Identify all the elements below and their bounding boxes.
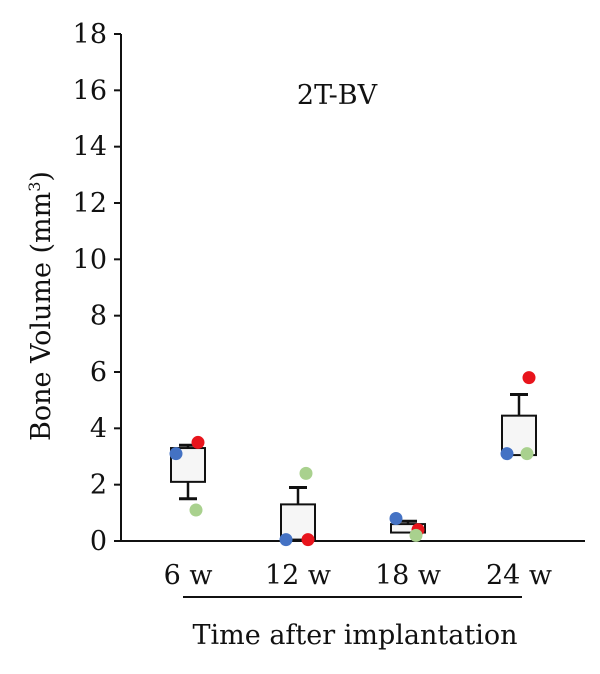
x-tick-label: 18 w bbox=[375, 560, 441, 591]
chart-title: 2T-BV bbox=[297, 80, 378, 111]
y-tick-label: 6 bbox=[90, 357, 107, 388]
data-point-green bbox=[299, 466, 313, 480]
x-tick-label: 24 w bbox=[486, 560, 552, 591]
y-tick-label: 18 bbox=[73, 19, 107, 50]
y-tick-label: 12 bbox=[73, 188, 107, 219]
box-2 bbox=[280, 485, 316, 541]
y-tick-label: 10 bbox=[73, 244, 107, 275]
y-tick-label: 2 bbox=[90, 470, 107, 501]
y-axis-label-superscript: 3 bbox=[25, 182, 44, 192]
y-axis: 0 2 4 6 8 10 12 14 16 18 bbox=[73, 19, 122, 557]
box-4 bbox=[501, 393, 537, 457]
y-axis-label: Bone Volume (mm3) bbox=[25, 171, 57, 441]
y-axis-label-main: Bone Volume (mm bbox=[26, 192, 57, 441]
data-point-green bbox=[189, 503, 203, 517]
data-point-blue bbox=[169, 447, 183, 461]
data-point-green bbox=[520, 447, 534, 461]
points-layer bbox=[169, 371, 536, 547]
data-point-green bbox=[409, 528, 423, 542]
data-point-blue bbox=[500, 447, 514, 461]
x-axis: 6 w 12 w 18 w 24 w bbox=[121, 540, 585, 591]
data-point-red bbox=[191, 435, 205, 449]
y-tick-label: 8 bbox=[90, 301, 107, 332]
y-tick-label: 0 bbox=[90, 526, 107, 557]
x-tick-label: 12 w bbox=[265, 560, 331, 591]
y-tick-label: 14 bbox=[73, 132, 107, 163]
y-axis-label-close: ) bbox=[26, 171, 57, 182]
y-tick-label: 16 bbox=[73, 75, 107, 106]
box-rect bbox=[390, 523, 426, 534]
box-3 bbox=[390, 519, 426, 534]
boxes-layer bbox=[170, 393, 537, 541]
x-tick-label: 6 w bbox=[164, 560, 213, 591]
data-point-blue bbox=[279, 533, 293, 547]
data-point-red bbox=[522, 371, 536, 385]
data-point-red bbox=[301, 533, 315, 547]
y-tick-label: 4 bbox=[90, 413, 107, 444]
x-axis-label: Time after implantation bbox=[193, 620, 518, 651]
data-point-blue bbox=[389, 511, 403, 525]
